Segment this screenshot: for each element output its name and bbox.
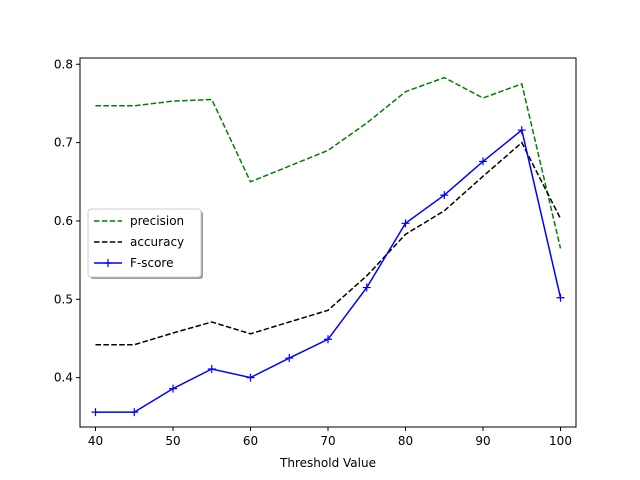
series-layer: [91, 76, 565, 417]
y-tick-label-3: 0.7: [54, 136, 73, 150]
point-f-score-1: [130, 408, 139, 417]
point-f-score-10: [479, 157, 487, 166]
y-tick-label-4: 0.8: [54, 57, 73, 71]
y-tick-label-2: 0.6: [54, 214, 73, 228]
point-f-score-8: [401, 219, 410, 228]
point-f-score-11: [517, 126, 526, 135]
x-tick-label-3: 70: [320, 434, 335, 448]
x-tick-label-1: 50: [165, 434, 180, 448]
x-tick-label-5: 90: [475, 434, 490, 448]
x-axis-label: Threshold Value: [279, 456, 376, 470]
point-f-score-0: [91, 408, 100, 417]
point-f-score-4: [246, 373, 255, 382]
legend-box: [87, 208, 202, 278]
point-f-score-9: [440, 191, 449, 200]
legend-label-precision: precision: [130, 214, 184, 228]
point-f-score-2: [169, 384, 177, 393]
y-tick-label-1: 0.5: [54, 292, 73, 306]
point-f-score-12: [556, 293, 565, 302]
ticks-layer: 40 50 60 70 80 90 100 0.4 0.5 0.6 0.7 0.8: [54, 57, 572, 448]
x-tick-label-4: 80: [398, 434, 413, 448]
point-f-score-3: [207, 365, 216, 374]
legend: precision accuracy F-score: [87, 208, 203, 279]
legend-marker-f-score: [104, 259, 112, 267]
x-tick-label-2: 60: [243, 434, 258, 448]
point-f-score-5: [285, 354, 294, 363]
legend-label-f-score: F-score: [130, 256, 173, 270]
point-f-score-7: [362, 283, 371, 292]
y-tick-label-0: 0.4: [54, 371, 73, 385]
point-f-score-6: [324, 335, 332, 344]
x-tick-label-0: 40: [88, 434, 103, 448]
series-line-accuracy: [95, 141, 562, 346]
legend-label-accuracy: accuracy: [130, 235, 184, 249]
x-tick-label-6: 100: [549, 434, 572, 448]
